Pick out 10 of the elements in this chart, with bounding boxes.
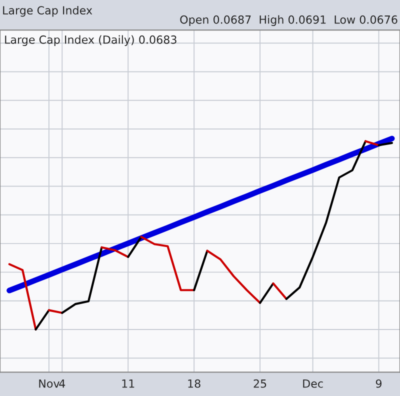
x-tick-label: 4 xyxy=(59,380,66,388)
x-tick-label: Dec xyxy=(303,380,323,388)
chart-subtitle: Open 0.0687 High 0.0691 Low 0.0676 xyxy=(180,15,398,26)
text: Large Cap Index (Daily) 0.0683 xyxy=(5,35,176,46)
chart-title: Large Cap Index xyxy=(3,6,92,17)
x-tick-label: Nov xyxy=(39,380,60,388)
x-tick-label: 11 xyxy=(122,380,134,388)
x-tick-label: 9 xyxy=(376,379,382,388)
x-tick-label: 25 xyxy=(254,379,266,388)
x-tick-label: 18 xyxy=(188,379,200,388)
